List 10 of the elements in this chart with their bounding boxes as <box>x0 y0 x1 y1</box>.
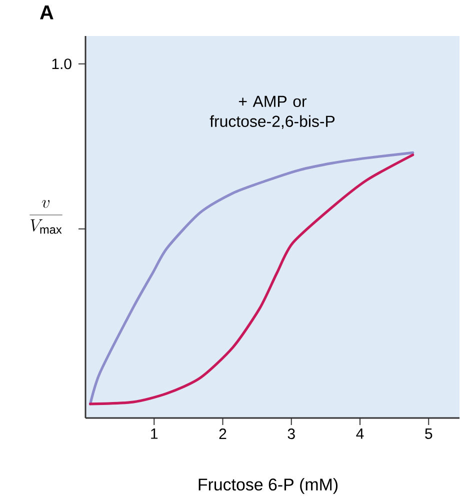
text: + AMP or fructose-2,6-bis-P <box>210 96 335 129</box>
x-axis-title: Fructose 6-P (mM) <box>198 478 338 494</box>
x-tick-label: 5 <box>425 428 432 439</box>
x-tick-label: 2 <box>219 428 226 439</box>
x-tick-label: 3 <box>288 428 295 440</box>
y-axis-title: $\frac{v}{V_{\mathrm{max}}}$ <box>30 200 62 234</box>
x-tick-label: 4 <box>356 428 364 439</box>
chart-title: A <box>40 6 54 20</box>
x-tick-label: 1 <box>151 428 158 439</box>
text: 1.0 <box>52 58 72 70</box>
